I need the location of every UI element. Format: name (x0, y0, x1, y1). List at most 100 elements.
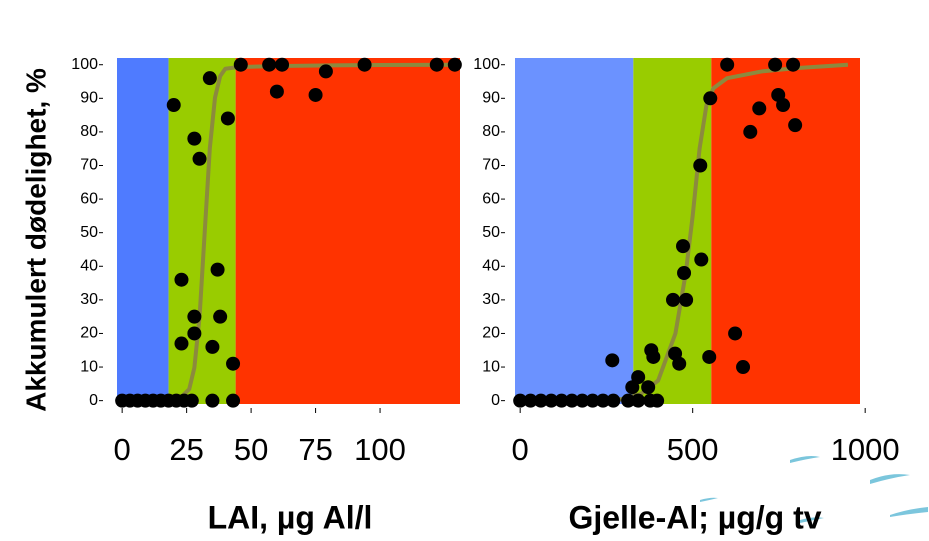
point (786, 57, 801, 72)
swoosh (800, 517, 824, 523)
x-tick-label: 0 (114, 432, 131, 467)
point (676, 239, 691, 254)
y-tick-label: 50 (80, 224, 98, 241)
point (174, 336, 189, 351)
point (631, 393, 646, 408)
y-tick-label: 30 (80, 291, 98, 308)
y-tick-label: 40 (80, 257, 98, 274)
point (210, 262, 225, 277)
point (641, 380, 656, 395)
point (702, 349, 717, 364)
point (533, 393, 548, 408)
point (202, 71, 217, 86)
point (226, 393, 241, 408)
point (269, 84, 284, 99)
point (523, 393, 538, 408)
point (703, 91, 718, 106)
y-tick-label: 0 (89, 392, 98, 409)
x-tick-label: 1000 (831, 432, 900, 467)
x-tick-label: 0 (512, 432, 529, 467)
point (585, 393, 600, 408)
point (187, 309, 202, 324)
x-tick-label: 100 (354, 432, 406, 467)
panel: 0 10 20 30 40 50 60 70 80 90 100 0 25 50 75 100 LAI, µg … (71, 56, 462, 535)
swoosh (700, 497, 718, 502)
y-tick-label: 90 (80, 90, 98, 107)
point (768, 57, 783, 72)
point (205, 393, 220, 408)
point (621, 393, 636, 408)
region (235, 58, 460, 404)
y-tick-label: 60 (80, 190, 98, 207)
y-tick-label: 40 (482, 257, 500, 274)
point (226, 356, 241, 371)
y-tick-label: 0 (491, 392, 500, 409)
y-tick-label: 100 (473, 56, 500, 73)
point (166, 98, 181, 113)
point (693, 158, 708, 173)
point (447, 57, 462, 72)
x-axis-label: Gjelle-Al; µg/g tv (568, 499, 821, 535)
region (515, 58, 634, 404)
point (513, 393, 528, 408)
point (205, 339, 220, 354)
point (595, 393, 610, 408)
swoosh (870, 474, 910, 484)
point (720, 57, 735, 72)
y-tick-label: 10 (482, 358, 500, 375)
region (117, 58, 169, 404)
point (554, 393, 569, 408)
y-tick-label: 20 (482, 325, 500, 342)
x-tick-label: 500 (667, 432, 719, 467)
point (187, 326, 202, 341)
region (711, 58, 860, 404)
point (625, 380, 640, 395)
y-tick-label: 70 (80, 157, 98, 174)
point (184, 393, 199, 408)
point (788, 118, 803, 133)
point (213, 309, 228, 324)
x-tick-label: 50 (234, 432, 268, 467)
point (743, 124, 758, 139)
point (544, 393, 559, 408)
y-tick-label: 50 (482, 224, 500, 241)
point (564, 393, 579, 408)
y-tick-label: 90 (482, 90, 500, 107)
point (679, 292, 694, 307)
point (275, 57, 290, 72)
point (736, 360, 751, 375)
y-tick-label: 100 (71, 56, 98, 73)
point (672, 356, 687, 371)
x-tick-label: 25 (169, 432, 203, 467)
point (728, 326, 743, 341)
y-tick-label: 80 (482, 123, 500, 140)
x-axis-label: LAI, µg Al/l (208, 499, 373, 535)
point (174, 272, 189, 287)
y-tick-label: 70 (482, 157, 500, 174)
y-tick-label: 30 (482, 291, 500, 308)
y-tick-label: 60 (482, 190, 500, 207)
y-tick-label: 20 (80, 325, 98, 342)
point (233, 57, 248, 72)
point (752, 101, 767, 116)
point (262, 57, 277, 72)
point (308, 87, 323, 102)
point (429, 57, 444, 72)
swoosh (890, 507, 928, 517)
point (318, 64, 333, 79)
swoosh (790, 456, 820, 463)
y-tick-label: 10 (80, 358, 98, 375)
point (646, 349, 661, 364)
x-tick-label: 75 (298, 432, 332, 467)
fit-curve (168, 62, 458, 403)
decoration (700, 456, 928, 523)
point (677, 265, 692, 280)
point (192, 151, 207, 166)
y-tick-label: 80 (80, 123, 98, 140)
y-axis-label: Akkumulert dødelighet, % (20, 68, 51, 412)
point (694, 252, 709, 267)
point (575, 393, 590, 408)
point (357, 57, 372, 72)
point (187, 131, 202, 146)
